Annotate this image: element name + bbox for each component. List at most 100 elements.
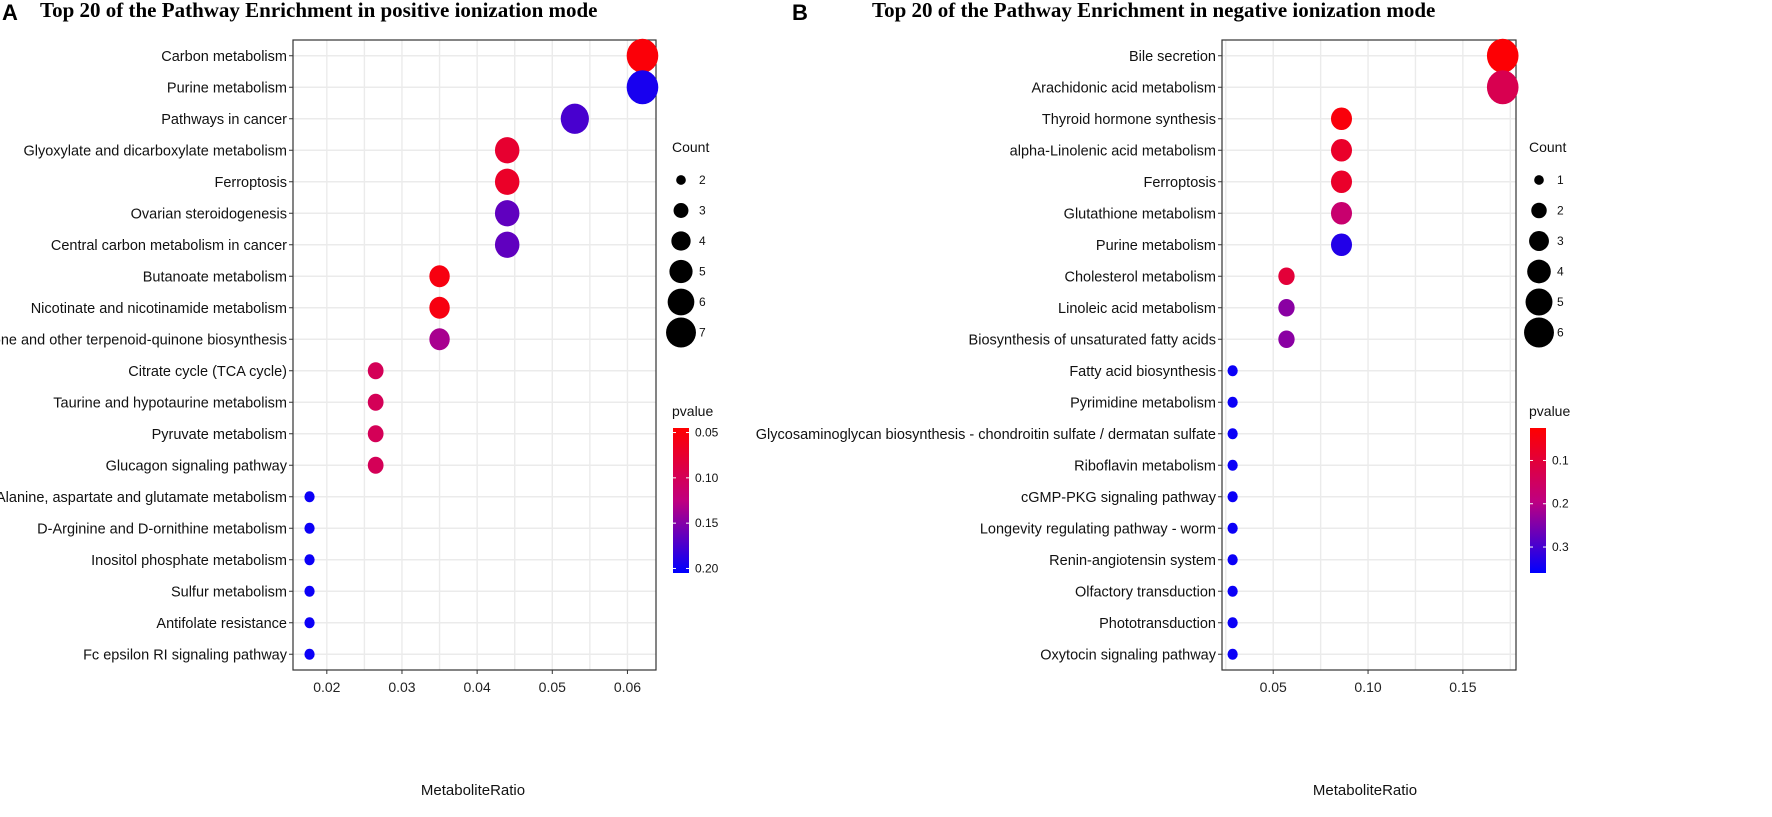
count-legend-label: 5 — [699, 265, 706, 279]
y-tick-label: Butanoate metabolism — [143, 269, 287, 285]
y-tick-label: Riboflavin metabolism — [1074, 458, 1216, 474]
y-tick-label: Oxytocin signaling pathway — [1040, 647, 1216, 663]
data-point — [304, 617, 315, 629]
x-tick-label: 0.05 — [539, 679, 566, 695]
y-tick-label: Cholesterol metabolism — [1064, 269, 1216, 285]
data-point — [1330, 107, 1353, 131]
data-point — [1227, 396, 1238, 408]
count-legend-dot — [1534, 175, 1544, 185]
data-point — [1278, 298, 1295, 317]
panel-a-gridlines — [293, 40, 656, 670]
data-point — [1227, 459, 1238, 471]
data-point — [1227, 585, 1238, 597]
y-tick-label: Alanine, aspartate and glutamate metabol… — [0, 490, 287, 506]
y-tick-label: Glycosaminoglycan biosynthesis - chondro… — [756, 427, 1216, 443]
count-legend-dot — [1527, 259, 1551, 284]
y-tick-label: Purine metabolism — [1096, 238, 1216, 254]
panel-b-x-axis-title: MetaboliteRatio — [1313, 782, 1417, 799]
y-tick-label: Biosynthesis of unsaturated fatty acids — [969, 332, 1216, 348]
count-legend-dot — [671, 231, 691, 251]
count-legend-label: 7 — [699, 326, 706, 340]
y-tick-label: Glutathione metabolism — [1064, 206, 1216, 222]
x-tick-label: 0.02 — [313, 679, 340, 695]
data-point — [626, 38, 659, 73]
y-tick-label: Fc epsilon RI signaling pathway — [83, 647, 288, 663]
y-tick-label: Arachidonic acid metabolism — [1031, 80, 1216, 96]
panel-a: A Top 20 of the Pathway Enrichment in po… — [0, 0, 719, 799]
data-point — [494, 200, 520, 227]
panel-b-title: Top 20 of the Pathway Enrichment in nega… — [872, 0, 1435, 22]
count-legend-label: 2 — [699, 173, 706, 187]
data-point — [1330, 170, 1353, 194]
pvalue-colorbar — [1530, 428, 1546, 573]
x-tick-label: 0.03 — [388, 679, 415, 695]
x-tick-label: 0.15 — [1449, 679, 1476, 695]
data-point — [1227, 617, 1238, 629]
y-tick-label: Fatty acid biosynthesis — [1069, 364, 1216, 380]
colorbar-tick-label: 0.3 — [1552, 540, 1569, 554]
count-legend-dot — [1531, 202, 1547, 219]
count-legend-dot — [1529, 231, 1549, 251]
y-tick-label: Citrate cycle (TCA cycle) — [128, 364, 287, 380]
count-legend-dot — [666, 317, 696, 348]
data-point — [1278, 267, 1295, 286]
y-tick-label: Pathways in cancer — [161, 112, 287, 128]
data-point — [1227, 365, 1238, 377]
y-tick-label: Antifolate resistance — [156, 616, 287, 632]
y-tick-label: Renin-angiotensin system — [1049, 553, 1216, 569]
data-point — [304, 554, 315, 566]
pvalue-colorbar — [673, 428, 689, 573]
panel-a-letter: A — [2, 0, 18, 25]
y-tick-label: Bile secretion — [1129, 49, 1216, 65]
y-tick-label: Glucagon signaling pathway — [106, 458, 288, 474]
panel-a-border — [292, 39, 657, 671]
y-tick-label: cGMP-PKG signaling pathway — [1021, 490, 1217, 506]
count-legend-dot — [1524, 317, 1554, 348]
y-tick-label: Linoleic acid metabolism — [1058, 301, 1216, 317]
colorbar-tick-label: 0.20 — [695, 561, 719, 575]
y-tick-label: Taurine and hypotaurine metabolism — [53, 395, 287, 411]
y-tick-label: Sulfur metabolism — [171, 584, 287, 600]
y-tick-label: Carbon metabolism — [161, 49, 287, 65]
data-point — [1227, 648, 1238, 660]
data-point — [1278, 330, 1295, 349]
data-point — [1227, 554, 1238, 566]
y-tick-label: Purine metabolism — [167, 80, 287, 96]
data-point — [494, 231, 520, 258]
data-point — [429, 328, 450, 351]
count-legend-label: 3 — [699, 204, 706, 218]
data-point — [1486, 38, 1519, 73]
panel-b-pvalue-legend-title: pvalue — [1529, 403, 1570, 419]
colorbar-tick-label: 0.2 — [1552, 497, 1569, 511]
count-legend-dot — [669, 259, 693, 284]
data-point — [1330, 138, 1353, 162]
data-point — [1486, 70, 1519, 105]
colorbar-tick-label: 0.10 — [695, 471, 719, 485]
count-legend-label: 5 — [1557, 295, 1564, 309]
y-tick-label: Ubiquinone and other terpenoid-quinone b… — [0, 332, 287, 348]
data-point — [304, 648, 315, 660]
data-point — [367, 425, 384, 443]
panel-a-x-axis-title: MetaboliteRatio — [421, 782, 525, 799]
colorbar-tick-label: 0.15 — [695, 516, 719, 530]
data-point — [367, 362, 384, 380]
data-point — [429, 296, 450, 319]
count-legend-dot — [673, 203, 689, 218]
panel-a-pvalue-legend-title: pvalue — [672, 403, 713, 419]
panel-b-count-legend-title: Count — [1529, 139, 1566, 155]
y-tick-label: Thyroid hormone synthesis — [1042, 112, 1216, 128]
y-tick-label: Nicotinate and nicotinamide metabolism — [31, 301, 287, 317]
y-tick-label: Ferroptosis — [1143, 175, 1216, 191]
data-point — [304, 585, 315, 597]
y-tick-label: Pyruvate metabolism — [152, 427, 287, 443]
x-tick-label: 0.10 — [1354, 679, 1381, 695]
x-tick-label: 0.05 — [1260, 679, 1287, 695]
data-point — [1227, 522, 1238, 534]
count-legend-label: 6 — [1557, 326, 1564, 340]
count-legend-label: 3 — [1557, 234, 1564, 248]
data-point — [367, 393, 384, 411]
y-tick-label: Ovarian steroidogenesis — [131, 206, 287, 222]
colorbar-tick-label: 0.1 — [1552, 453, 1569, 467]
y-tick-label: Olfactory transduction — [1075, 584, 1216, 600]
